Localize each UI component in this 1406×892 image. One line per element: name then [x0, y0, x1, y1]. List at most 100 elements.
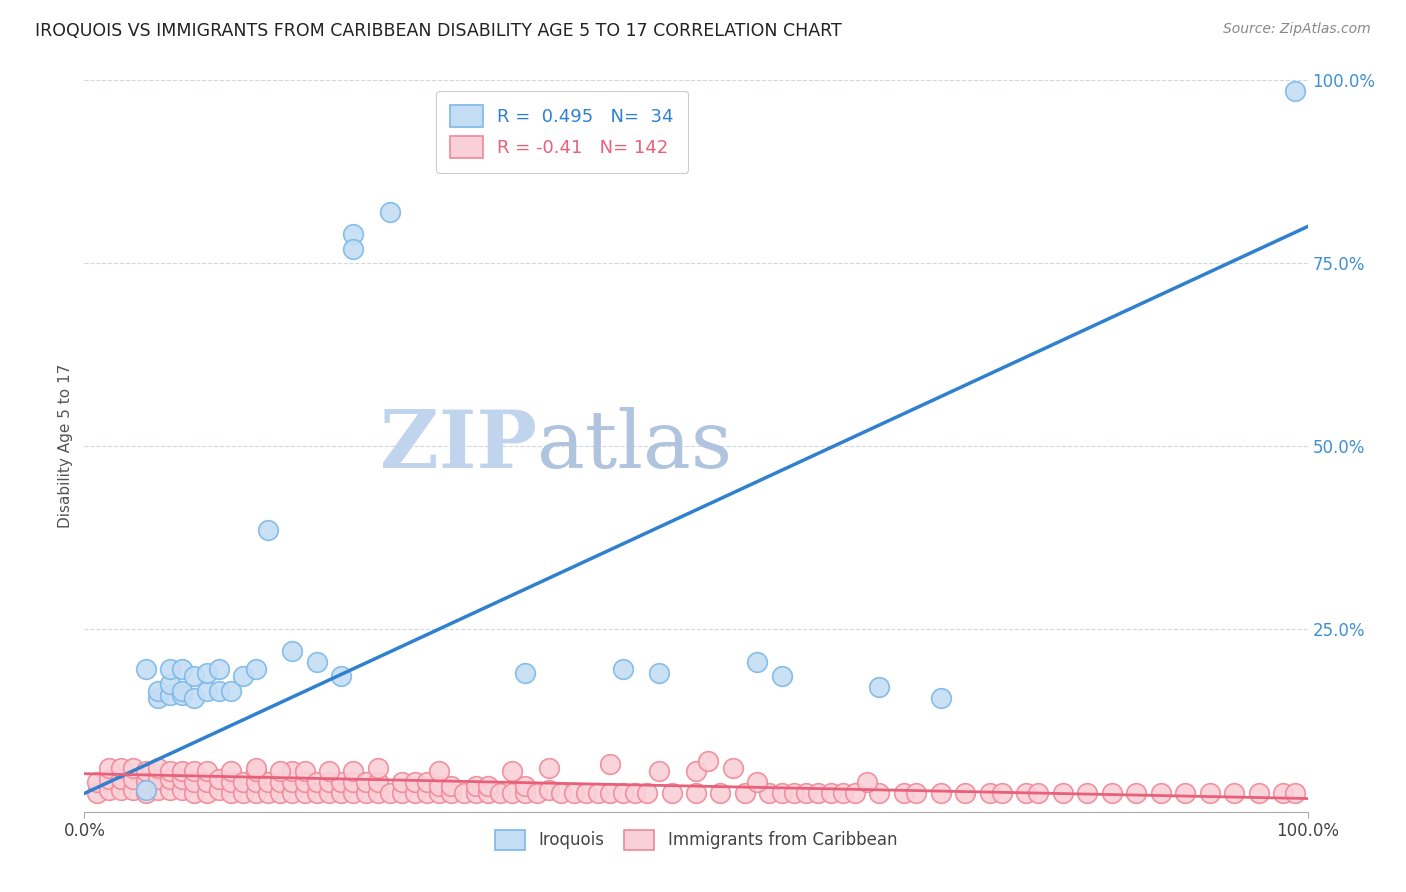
Point: [257, 787, 280, 801]
Point: [208, 684, 231, 698]
Point: [599, 787, 621, 801]
Point: [562, 787, 585, 801]
Point: [342, 242, 364, 256]
Point: [979, 787, 1001, 801]
Point: [172, 772, 194, 786]
Point: [477, 787, 499, 801]
Point: [183, 787, 205, 801]
Point: [195, 684, 218, 698]
Point: [232, 669, 254, 683]
Point: [245, 787, 267, 801]
Point: [183, 691, 205, 706]
Point: [464, 779, 486, 793]
Point: [281, 775, 304, 789]
Point: [734, 787, 756, 801]
Point: [318, 775, 340, 789]
Point: [869, 681, 891, 695]
Point: [586, 787, 609, 801]
Point: [172, 662, 194, 676]
Point: [172, 764, 194, 779]
Point: [844, 787, 866, 801]
Point: [758, 787, 780, 801]
Point: [1052, 787, 1074, 801]
Point: [281, 644, 304, 658]
Point: [318, 764, 340, 779]
Point: [195, 775, 218, 789]
Point: [183, 669, 205, 683]
Point: [159, 662, 181, 676]
Point: [624, 787, 647, 801]
Point: [440, 787, 463, 801]
Point: [305, 655, 328, 669]
Point: [195, 665, 218, 680]
Point: [794, 787, 817, 801]
Legend: Iroquois, Immigrants from Caribbean: Iroquois, Immigrants from Caribbean: [486, 822, 905, 858]
Point: [1284, 787, 1306, 801]
Point: [427, 779, 450, 793]
Point: [685, 764, 707, 779]
Point: [453, 787, 475, 801]
Point: [195, 764, 218, 779]
Point: [747, 655, 769, 669]
Point: [97, 761, 120, 775]
Point: [232, 787, 254, 801]
Y-axis label: Disability Age 5 to 17: Disability Age 5 to 17: [58, 364, 73, 528]
Point: [697, 754, 720, 768]
Point: [440, 779, 463, 793]
Point: [354, 775, 377, 789]
Point: [1272, 787, 1295, 801]
Point: [831, 787, 853, 801]
Point: [172, 684, 194, 698]
Point: [342, 775, 364, 789]
Point: [342, 227, 364, 241]
Point: [648, 665, 671, 680]
Point: [770, 787, 793, 801]
Point: [1198, 787, 1220, 801]
Point: [294, 775, 316, 789]
Point: [464, 787, 486, 801]
Point: [257, 775, 280, 789]
Point: [489, 787, 512, 801]
Point: [135, 775, 157, 789]
Point: [538, 761, 561, 775]
Point: [146, 782, 169, 797]
Text: atlas: atlas: [537, 407, 733, 485]
Point: [367, 761, 389, 775]
Point: [122, 772, 145, 786]
Point: [257, 523, 280, 537]
Point: [404, 775, 426, 789]
Point: [245, 662, 267, 676]
Point: [856, 775, 879, 789]
Point: [747, 775, 769, 789]
Point: [1223, 787, 1246, 801]
Point: [502, 787, 524, 801]
Point: [721, 761, 744, 775]
Text: IROQUOIS VS IMMIGRANTS FROM CARIBBEAN DISABILITY AGE 5 TO 17 CORRELATION CHART: IROQUOIS VS IMMIGRANTS FROM CARIBBEAN DI…: [35, 22, 842, 40]
Point: [404, 787, 426, 801]
Point: [416, 787, 439, 801]
Point: [305, 775, 328, 789]
Point: [427, 764, 450, 779]
Point: [232, 775, 254, 789]
Point: [183, 775, 205, 789]
Point: [1028, 787, 1050, 801]
Point: [294, 787, 316, 801]
Point: [122, 782, 145, 797]
Point: [135, 764, 157, 779]
Point: [526, 787, 548, 801]
Point: [807, 787, 830, 801]
Point: [391, 787, 413, 801]
Point: [685, 787, 707, 801]
Point: [380, 787, 402, 801]
Point: [905, 787, 928, 801]
Point: [513, 779, 536, 793]
Point: [183, 764, 205, 779]
Point: [294, 764, 316, 779]
Point: [135, 662, 157, 676]
Point: [709, 787, 731, 801]
Point: [219, 684, 242, 698]
Point: [86, 775, 108, 789]
Point: [219, 787, 242, 801]
Point: [208, 662, 231, 676]
Point: [146, 684, 169, 698]
